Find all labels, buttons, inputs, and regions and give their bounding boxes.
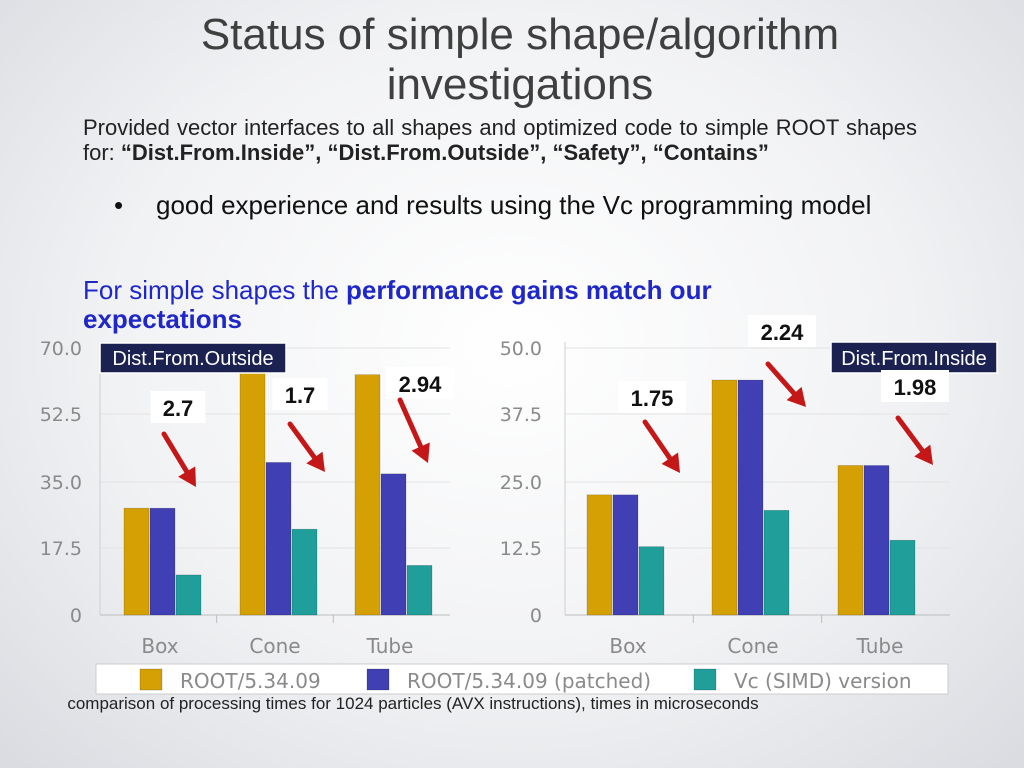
bar-box-series-1 (586, 494, 613, 616)
chart-title: Dist.From.Outside (112, 348, 273, 370)
arrow-head (661, 452, 680, 473)
bar-box-series-1 (123, 507, 150, 616)
bar-cone-series-2 (737, 379, 764, 616)
slide-title: Status of simple shape/algorithm investi… (200, 10, 840, 109)
legend-swatch (139, 668, 163, 691)
arrow-head (411, 442, 430, 463)
y-tick-label: 35.0 (40, 472, 82, 494)
legend-box (95, 663, 949, 695)
bar-cone-series-3 (291, 528, 318, 616)
speedup-label: 2.24 (761, 320, 805, 345)
chart-title-box (830, 341, 998, 374)
chart-caption: comparison of processing times for 1024 … (67, 694, 759, 713)
highlight-normal: For simple shapes the (83, 275, 339, 305)
speedup-label: 1.7 (285, 383, 316, 408)
arrow-head (178, 466, 196, 487)
intro-item-distfrominside: “Dist.From.Inside”, (120, 140, 322, 165)
speedup-label-bg (386, 367, 454, 399)
bar-tube-series-2 (863, 465, 890, 616)
y-tick-label: 0 (70, 605, 82, 627)
legend-swatch (693, 668, 717, 691)
speedup-label: 1.75 (631, 386, 674, 411)
bullet-dot: • (114, 190, 124, 220)
bar-tube-series-1 (354, 374, 381, 616)
x-tick-label: Tube (856, 634, 904, 658)
y-tick-label: 12.5 (500, 538, 542, 560)
speedup-label-bg (618, 381, 686, 413)
speedup-label-bg (272, 378, 328, 410)
y-tick-label: 0 (530, 605, 542, 627)
arrow-shaft (287, 421, 317, 460)
y-tick-label: 50.0 (500, 338, 542, 360)
arrow-head (306, 451, 325, 472)
legend-swatch (366, 668, 390, 691)
highlight-bold: performance gains match our expectations (83, 275, 712, 334)
speedup-label: 2.94 (399, 372, 443, 397)
bar-tube-series-3 (406, 565, 433, 616)
arrow-shaft (642, 419, 673, 461)
y-tick-label: 25.0 (500, 472, 542, 494)
speedup-label: 2.7 (163, 396, 194, 421)
chart-title-box (99, 342, 287, 374)
bar-box-series-3 (638, 546, 665, 616)
arrow-shaft (161, 431, 190, 475)
intro-item-contains: “Contains” (652, 140, 769, 165)
bar-cone-series-1 (711, 379, 738, 616)
intro-item-distfromoutside: “Dist.From.Outside”, (327, 140, 547, 165)
speedup-label-bg (881, 370, 949, 402)
y-tick-label: 37.5 (500, 404, 542, 426)
intro-item-safety: “Safety”, (552, 140, 647, 165)
bar-tube-series-3 (889, 539, 916, 616)
chart-title: Dist.From.Inside (841, 348, 987, 370)
bullet-item: • good experience and results using the … (114, 190, 916, 220)
y-tick-label: 70.0 (40, 338, 82, 360)
y-tick-label: 52.5 (40, 404, 82, 426)
highlight-statement: For simple shapes the performance gains … (83, 276, 843, 334)
speedup-label-bg (150, 391, 206, 423)
bar-box-series-2 (149, 507, 176, 616)
bar-cone-series-3 (763, 510, 790, 616)
legend-label: ROOT/5.34.09 (180, 669, 321, 693)
x-tick-label: Box (141, 634, 178, 658)
x-tick-label: Box (609, 634, 646, 658)
bar-cone-series-1 (239, 347, 266, 616)
arrow-shaft (397, 397, 424, 450)
bullet-text: good experience and results using the Vc… (156, 190, 872, 220)
speedup-label-bg (748, 315, 816, 347)
arrow-head (914, 444, 933, 465)
intro-text: Provided vector interfaces to all shapes… (83, 115, 917, 165)
x-tick-label: Cone (249, 634, 300, 658)
arrow-head (786, 386, 806, 407)
x-tick-label: Cone (727, 634, 778, 658)
arrow-shaft (895, 415, 925, 454)
bar-box-series-3 (175, 574, 202, 616)
arrow-shaft (765, 361, 797, 397)
x-tick-label: Tube (366, 634, 414, 658)
bar-cone-series-2 (265, 462, 292, 616)
intro-paragraph: Provided vector interfaces to all shapes… (83, 115, 917, 165)
speedup-label: 1.98 (894, 375, 937, 400)
legend-label: ROOT/5.34.09 (patched) (407, 669, 651, 693)
bar-tube-series-2 (380, 473, 407, 616)
y-tick-label: 17.5 (40, 538, 82, 560)
bar-tube-series-1 (837, 465, 864, 616)
legend-label: Vc (SIMD) version (734, 669, 912, 693)
bar-box-series-2 (612, 494, 639, 616)
